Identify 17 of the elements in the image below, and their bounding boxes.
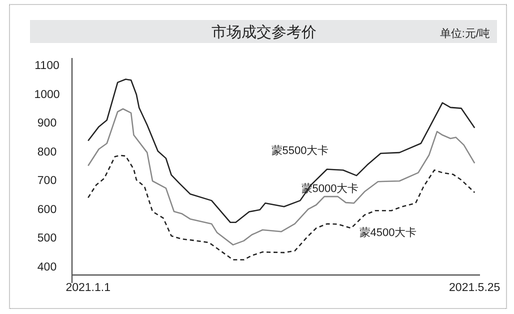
y-tick-label: 500 — [37, 232, 57, 245]
line-series — [87, 154, 476, 260]
text: 单位:元/吨 — [440, 27, 490, 40]
y-tick-label: 900 — [37, 118, 57, 130]
chart-title: 市场成交参考价 — [212, 24, 316, 41]
line-series — [87, 78, 476, 224]
y-tick-label: 1000 — [34, 88, 60, 101]
line-series — [87, 108, 476, 246]
y-tick-label: 400 — [37, 261, 57, 274]
y-tick-label: 800 — [37, 146, 57, 158]
y-tick-label: 600 — [37, 204, 57, 216]
series-label: 蒙5500大卡 — [271, 144, 329, 157]
y-tick-label: 1100 — [34, 60, 60, 72]
x-tick-label: 2021.5.25 — [449, 282, 500, 294]
y-tick-label: 700 — [37, 175, 57, 188]
series-label: 蒙4500大卡 — [359, 226, 417, 239]
x-tick-label: 2021.1.1 — [66, 282, 110, 294]
